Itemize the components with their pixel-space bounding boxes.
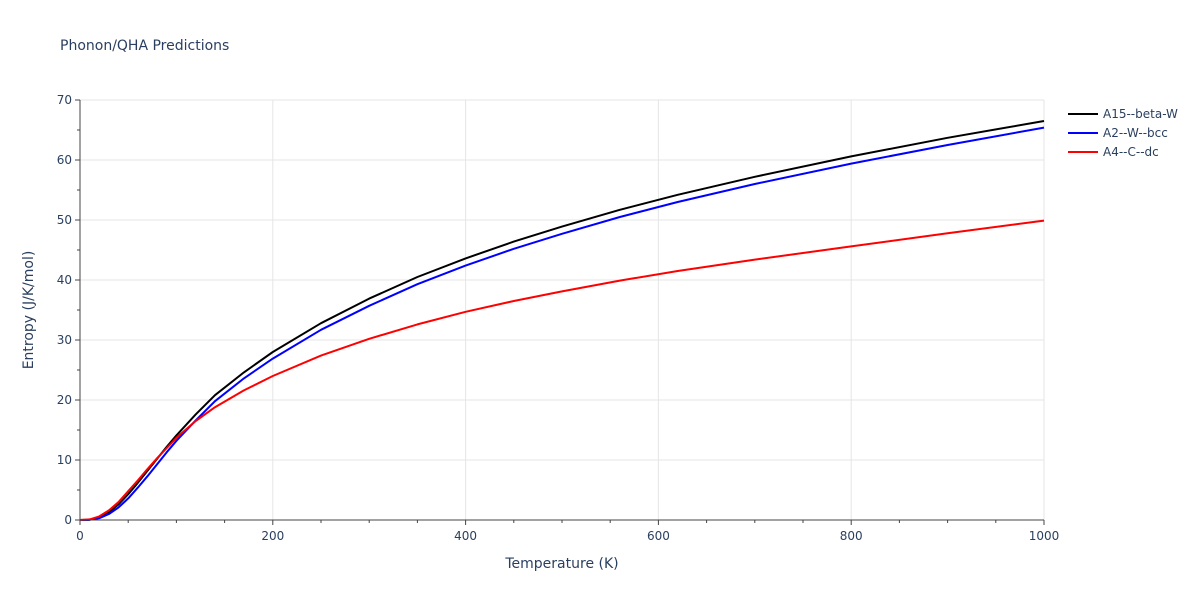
y-axis-title: Entropy (J/K/mol)	[21, 251, 37, 370]
y-tick-label: 70	[57, 93, 72, 107]
x-tick-label: 600	[647, 529, 670, 543]
legend-item-0[interactable]: A15--beta-W	[1068, 107, 1178, 121]
y-tick-label: 40	[57, 273, 72, 287]
legend-item-2[interactable]: A4--C--dc	[1068, 145, 1159, 159]
legend-label: A4--C--dc	[1103, 145, 1159, 159]
legend-item-1[interactable]: A2--W--bcc	[1068, 126, 1168, 140]
grid	[80, 99, 1045, 520]
chart-title: Phonon/QHA Predictions	[60, 38, 229, 54]
x-tick-label: 0	[76, 529, 84, 543]
series-layer	[79, 120, 1045, 521]
x-tick-label: 400	[454, 529, 477, 543]
x-axis-title: Temperature (K)	[504, 556, 618, 572]
x-tick-label: 200	[261, 529, 284, 543]
axes: 0 200 400 600 800 1000 0 10 20 30 40 50 60 70	[57, 93, 1060, 543]
legend-label: A2--W--bcc	[1103, 126, 1168, 140]
y-tick-label: 0	[64, 513, 72, 527]
y-tick-label: 10	[57, 453, 72, 467]
series-line-1[interactable]	[79, 126, 1045, 521]
y-tick-label: 30	[57, 333, 72, 347]
y-tick-label: 60	[57, 153, 72, 167]
x-tick-label: 1000	[1029, 529, 1060, 543]
x-tick-label: 800	[840, 529, 863, 543]
y-tick-label: 50	[57, 213, 72, 227]
series-line-2[interactable]	[79, 219, 1045, 521]
legend[interactable]: A15--beta-W A2--W--bcc A4--C--dc	[1068, 107, 1178, 159]
y-tick-label: 20	[57, 393, 72, 407]
legend-label: A15--beta-W	[1103, 107, 1178, 121]
series-line-0[interactable]	[79, 120, 1045, 521]
